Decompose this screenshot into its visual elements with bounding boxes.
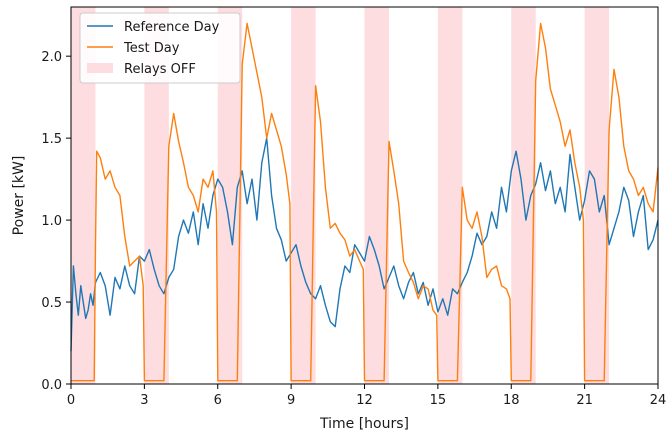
y-tick-label: 2.0 — [41, 50, 62, 65]
legend-swatch-relays-off — [87, 63, 113, 73]
legend: Reference Day Test Day Relays OFF — [79, 12, 241, 84]
legend-box — [79, 12, 241, 84]
y-axis-label: Power [kW] — [11, 156, 27, 236]
x-tick-label: 3 — [140, 393, 148, 408]
legend-label-test-day: Test Day — [123, 41, 180, 56]
legend-label-reference-day: Reference Day — [124, 20, 220, 35]
y-tick-label: 0.0 — [41, 378, 62, 393]
test-day-line — [71, 22, 659, 382]
y-axis-ticks: 0.0 0.5 1.0 1.5 2.0 — [41, 50, 71, 393]
y-tick-label: 0.5 — [41, 296, 62, 311]
x-axis-ticks: 0 3 6 9 12 15 18 21 24 — [67, 384, 666, 408]
x-tick-label: 12 — [356, 393, 373, 408]
x-tick-label: 15 — [430, 393, 447, 408]
reference-day-line — [70, 137, 659, 352]
x-tick-label: 0 — [67, 393, 75, 408]
plot-area — [70, 22, 659, 382]
legend-label-relays-off: Relays OFF — [124, 62, 196, 77]
x-tick-label: 6 — [214, 393, 222, 408]
x-axis-label: Time [hours] — [319, 416, 409, 432]
x-tick-label: 18 — [503, 393, 520, 408]
y-tick-label: 1.0 — [41, 214, 62, 229]
x-tick-label: 24 — [650, 393, 667, 408]
y-tick-label: 1.5 — [41, 132, 62, 147]
x-tick-label: 21 — [576, 393, 593, 408]
x-tick-label: 9 — [287, 393, 295, 408]
